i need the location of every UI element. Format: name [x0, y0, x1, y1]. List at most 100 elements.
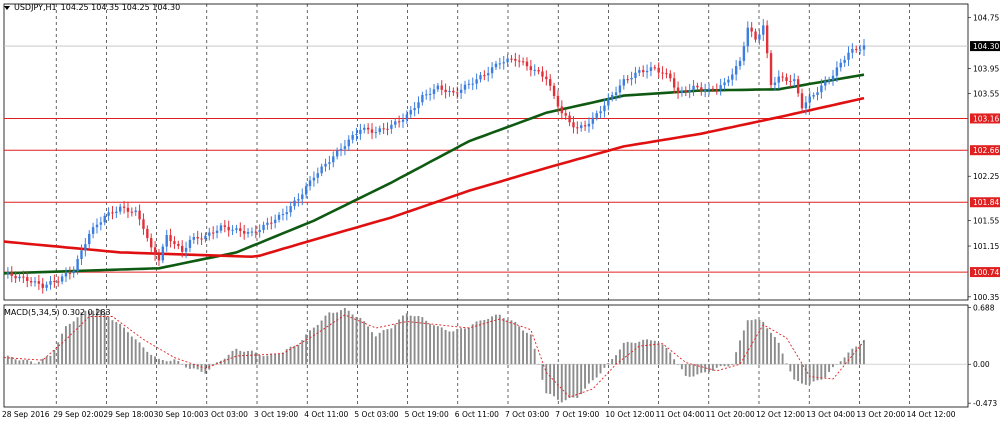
- candle-body: [37, 281, 41, 284]
- x-tick-label: 13 Oct 04:00: [806, 410, 855, 419]
- macd-bar: [595, 364, 598, 378]
- macd-bar: [142, 347, 145, 365]
- x-tick-label: 7 Oct 19:00: [555, 410, 599, 419]
- chart-header: USDJPY,H1 104.25 104.35 104.25 104.30: [4, 3, 180, 12]
- macd-bar: [343, 307, 346, 365]
- x-tick-label: 11 Oct 20:00: [706, 410, 755, 419]
- macd-bar: [599, 364, 602, 374]
- candle-body: [177, 243, 180, 246]
- candle-body: [95, 224, 99, 228]
- macd-bar: [436, 326, 439, 365]
- y-tick-label: 101.55: [973, 217, 999, 226]
- macd-bar: [537, 364, 540, 365]
- candle-body: [440, 85, 443, 90]
- current-price-tag: [970, 41, 1000, 52]
- candle-body: [800, 93, 804, 109]
- macd-bar: [510, 320, 513, 365]
- candle-body: [328, 162, 331, 164]
- macd-bar: [231, 350, 234, 365]
- macd-bar: [312, 327, 315, 365]
- candle-body: [545, 76, 548, 80]
- macd-bar: [332, 312, 335, 365]
- candle-body: [246, 232, 250, 234]
- macd-bar: [394, 324, 397, 365]
- candle-body: [14, 275, 17, 279]
- candle-body: [355, 133, 358, 136]
- macd-bar: [254, 352, 257, 365]
- macd-bar: [371, 332, 373, 365]
- candle-body: [192, 237, 196, 240]
- macd-bar: [320, 320, 323, 365]
- candle-body: [122, 206, 126, 208]
- macd-bar: [576, 364, 579, 398]
- candle-body: [293, 200, 296, 207]
- candle-body: [359, 129, 362, 134]
- candle-body: [320, 166, 323, 174]
- macd-bar: [165, 361, 168, 365]
- macd-bar: [305, 334, 308, 365]
- moving-average-red: [3, 96, 865, 259]
- macd-bar: [107, 316, 110, 365]
- candle-body: [351, 135, 354, 140]
- macd-bar: [634, 343, 637, 365]
- candle-body: [820, 85, 823, 93]
- macd-bar: [684, 364, 687, 376]
- macd-bar: [130, 336, 133, 365]
- macd-bar: [363, 321, 366, 365]
- macd-bar: [30, 361, 33, 365]
- candle-body: [556, 95, 560, 107]
- candle-body: [157, 254, 161, 261]
- macd-bar: [398, 319, 401, 365]
- macd-bar: [99, 309, 102, 365]
- candle-body: [165, 235, 168, 247]
- macd-bar: [719, 364, 722, 367]
- macd-bar: [715, 364, 718, 368]
- x-tick-label: 10 Oct 12:00: [605, 410, 654, 419]
- macd-bar: [522, 330, 524, 365]
- macd-bar: [460, 328, 463, 365]
- candle-body: [835, 67, 839, 76]
- candle-body: [397, 121, 401, 123]
- candle-body: [847, 52, 850, 60]
- candle-body: [363, 127, 366, 130]
- candle-body: [607, 98, 610, 106]
- candle-body: [843, 59, 846, 63]
- macd-bar: [742, 330, 745, 365]
- macd-label: MACD(5,34,5) 0.302 0.283: [4, 308, 111, 317]
- macd-bar: [285, 349, 288, 365]
- candle-body: [719, 85, 722, 90]
- candle-body: [130, 211, 134, 213]
- candle-body: [796, 79, 800, 94]
- macd-bar: [564, 364, 567, 401]
- macd-bar: [88, 311, 91, 365]
- candle-body: [254, 231, 258, 233]
- candle-body: [301, 194, 304, 200]
- macd-bar: [456, 328, 459, 365]
- candle-body: [618, 85, 622, 93]
- candle-body: [549, 79, 552, 86]
- candle-body: [262, 224, 265, 231]
- macd-bar: [801, 364, 803, 384]
- macd-bar: [797, 364, 800, 382]
- chevron-down-icon[interactable]: [4, 5, 10, 10]
- macd-bar: [618, 349, 621, 365]
- macd-bar: [119, 323, 122, 365]
- macd-bar: [475, 321, 478, 365]
- candle-body: [703, 90, 707, 92]
- candle-body: [347, 139, 350, 147]
- horizontal-levels-layer: [4, 45, 968, 273]
- macd-bar: [223, 358, 226, 365]
- macd-bar: [177, 361, 180, 365]
- macd-bar: [138, 342, 141, 365]
- macd-bar: [525, 332, 528, 365]
- macd-bar: [347, 310, 350, 365]
- candle-body: [510, 58, 513, 60]
- candle-body: [421, 94, 424, 103]
- y-tick-label: 100.35: [973, 293, 999, 302]
- candle-body: [765, 25, 769, 54]
- macd-bar: [711, 364, 714, 371]
- macd-bar: [49, 355, 52, 365]
- macd-bar: [529, 334, 532, 365]
- macd-bar: [367, 326, 370, 365]
- candle-body: [343, 146, 347, 149]
